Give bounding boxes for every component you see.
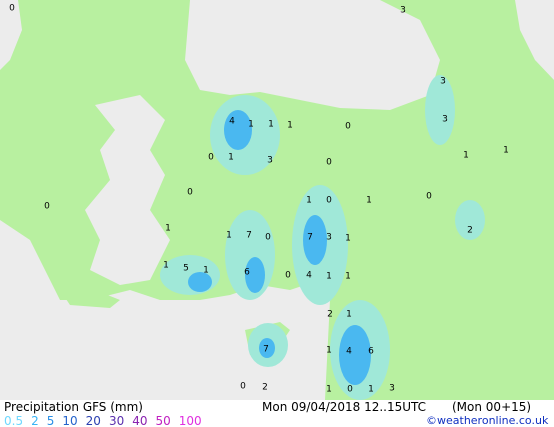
precip-label: 1 <box>345 272 351 282</box>
precip-label: 3 <box>389 384 395 394</box>
precip-label: 3 <box>267 156 273 166</box>
legend: 0.5 2 5 10 20 30 40 50 100 <box>4 414 210 427</box>
aegean-sea <box>85 95 170 285</box>
precip-label: 1 <box>306 196 312 206</box>
precip-label: 1 <box>203 266 209 276</box>
precip-label: 1 <box>326 346 332 356</box>
legend-value: 30 <box>108 414 125 427</box>
credit[interactable]: ©weatheronline.co.uk <box>426 414 549 427</box>
precip-label: 0 <box>345 122 351 132</box>
precip-label: 0 <box>208 153 214 163</box>
map-run: (Mon 00+15) <box>452 400 532 414</box>
precip-label: 0 <box>187 188 193 198</box>
precip-label: 1 <box>268 120 274 130</box>
legend-value: 10 <box>62 414 78 427</box>
mediterranean-sea <box>0 220 330 400</box>
precip-label: 0 <box>426 192 432 202</box>
precip-label: 1 <box>463 151 469 161</box>
legend-value: 2 <box>31 414 39 427</box>
precip-label: 4 <box>306 271 312 281</box>
map: 0 3 3 3 1 1 4 1 1 1 0 0 1 3 0 0 1 0 1 0 0 1 1 7 0 7 3 1 2 1 5 1 6 0 4 1 1 2 1 7… <box>0 0 554 400</box>
precip-label: 0 <box>326 158 332 168</box>
precip-label: 1 <box>165 224 171 234</box>
precip-label: 7 <box>307 233 313 243</box>
precip-label: 3 <box>440 77 446 87</box>
precip-labels: 0 3 3 3 1 1 4 1 1 1 0 0 1 3 0 0 1 0 1 0 0 1 1 7 0 7 3 1 2 1 5 1 6 0 4 1 1 2 1 7… <box>9 4 509 395</box>
precip-label: 1 <box>366 196 372 206</box>
map-title: Precipitation GFS (mm) <box>4 400 143 414</box>
precip-label: 3 <box>400 6 406 16</box>
precip-label: 2 <box>467 226 473 236</box>
precip-label: 6 <box>244 268 250 278</box>
precip-label: 0 <box>347 385 353 395</box>
precip-label: 0 <box>265 233 271 243</box>
precip-label: 1 <box>368 385 374 395</box>
precip-label: 1 <box>228 153 234 163</box>
crete <box>60 290 120 308</box>
precip-label: 1 <box>503 146 509 156</box>
precip-label: 1 <box>326 272 332 282</box>
precip-label: 4 <box>229 117 235 127</box>
caspian-sea <box>515 0 554 80</box>
precip-label: 5 <box>183 264 189 274</box>
legend-value: 50 <box>155 414 171 427</box>
precip-label: 6 <box>368 347 374 357</box>
legend-value: 0.5 <box>4 414 24 427</box>
adriatic-sea <box>0 0 22 70</box>
precip-label: 1 <box>345 234 351 244</box>
precip-label: 1 <box>226 231 232 241</box>
precip-label: 7 <box>263 345 269 355</box>
precip-label: 0 <box>9 4 15 14</box>
precip-label: 0 <box>326 196 332 206</box>
precip-label: 7 <box>246 231 252 241</box>
precip-label: 1 <box>346 310 352 320</box>
black-sea <box>185 0 440 110</box>
map-time: Mon 09/04/2018 12..15UTC <box>262 400 427 414</box>
precip-label: 4 <box>346 347 352 357</box>
precip-label: 3 <box>326 233 332 243</box>
precip-label: 0 <box>240 382 246 392</box>
legend-value: 20 <box>85 414 101 427</box>
precip-label: 1 <box>287 121 293 131</box>
precip-label: 0 <box>44 202 50 212</box>
precip-label: 2 <box>262 383 268 393</box>
legend-value: 5 <box>46 414 55 427</box>
precip-label: 3 <box>442 115 448 125</box>
precip-label: 1 <box>163 261 169 271</box>
precip-label: 1 <box>326 385 332 395</box>
precip-label: 2 <box>327 310 333 320</box>
precip-label: 1 <box>248 120 254 130</box>
precip-moderate <box>188 110 371 385</box>
legend-value: 40 <box>132 414 148 427</box>
legend-value: 100 <box>178 414 202 427</box>
precip-label: 0 <box>285 271 291 281</box>
